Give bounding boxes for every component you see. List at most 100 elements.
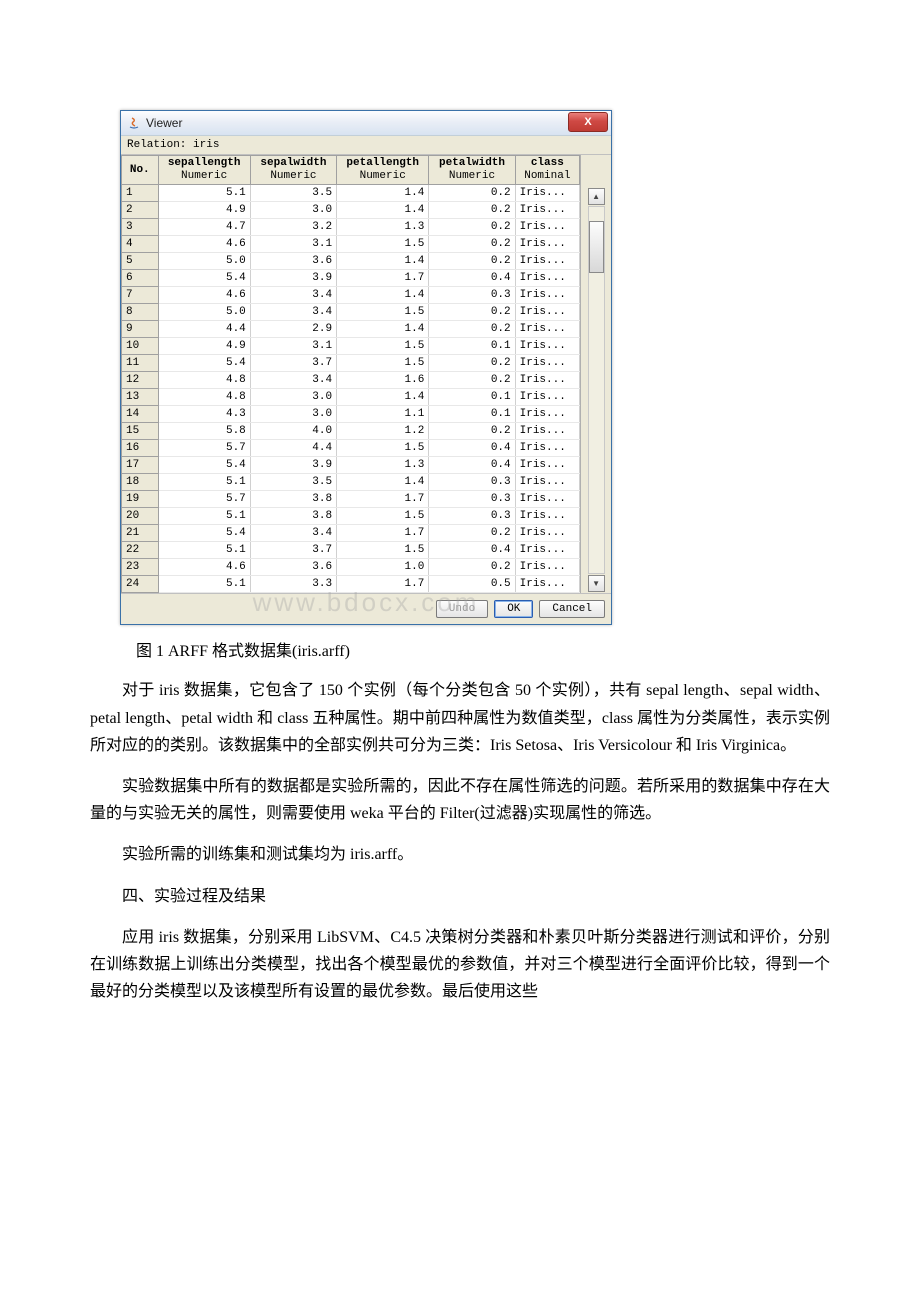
table-row[interactable]: 34.73.21.30.2Iris... (122, 219, 580, 236)
table-row[interactable]: 24.93.01.40.2Iris... (122, 202, 580, 219)
cell-petalwidth: 0.2 (429, 202, 515, 219)
table-row[interactable]: 124.83.41.60.2Iris... (122, 372, 580, 389)
table-row[interactable]: 245.13.31.70.5Iris... (122, 576, 580, 593)
table-row[interactable]: 185.13.51.40.3Iris... (122, 474, 580, 491)
cell-no: 11 (122, 355, 159, 372)
cell-sepalwidth: 3.8 (250, 508, 336, 525)
table-row[interactable]: 155.84.01.20.2Iris... (122, 423, 580, 440)
cell-class: Iris... (515, 355, 579, 372)
cell-petalwidth: 0.1 (429, 389, 515, 406)
undo-button[interactable]: Undo (436, 600, 488, 618)
cell-no: 24 (122, 576, 159, 593)
cell-no: 14 (122, 406, 159, 423)
table-row[interactable]: 15.13.51.40.2Iris... (122, 185, 580, 202)
table-row[interactable]: 195.73.81.70.3Iris... (122, 491, 580, 508)
cell-petallength: 1.0 (337, 559, 429, 576)
cell-sepallength: 4.6 (158, 287, 250, 304)
cell-petallength: 1.5 (337, 304, 429, 321)
cell-class: Iris... (515, 423, 579, 440)
paragraph-4: 四、实验过程及结果 (90, 883, 830, 910)
cell-sepallength: 4.9 (158, 202, 250, 219)
cell-sepalwidth: 3.4 (250, 525, 336, 542)
table-row[interactable]: 115.43.71.50.2Iris... (122, 355, 580, 372)
cell-sepalwidth: 3.6 (250, 559, 336, 576)
col-header-petallength[interactable]: petallengthNumeric (337, 156, 429, 185)
cell-petallength: 1.7 (337, 270, 429, 287)
scroll-down-button[interactable]: ▼ (588, 575, 605, 592)
cell-petalwidth: 0.2 (429, 185, 515, 202)
col-header-petalwidth[interactable]: petalwidthNumeric (429, 156, 515, 185)
table-row[interactable]: 44.63.11.50.2Iris... (122, 236, 580, 253)
cell-no: 3 (122, 219, 159, 236)
cell-sepallength: 4.9 (158, 338, 250, 355)
cell-class: Iris... (515, 389, 579, 406)
cell-petallength: 1.4 (337, 253, 429, 270)
table-row[interactable]: 85.03.41.50.2Iris... (122, 304, 580, 321)
col-header-class[interactable]: classNominal (515, 156, 579, 185)
cell-petallength: 1.5 (337, 355, 429, 372)
cell-sepalwidth: 3.4 (250, 287, 336, 304)
cell-no: 19 (122, 491, 159, 508)
table-row[interactable]: 175.43.91.30.4Iris... (122, 457, 580, 474)
cell-sepalwidth: 3.9 (250, 457, 336, 474)
cell-sepalwidth: 2.9 (250, 321, 336, 338)
table-row[interactable]: 74.63.41.40.3Iris... (122, 287, 580, 304)
scroll-thumb[interactable] (589, 221, 604, 273)
cell-sepallength: 5.1 (158, 185, 250, 202)
table-row[interactable]: 215.43.41.70.2Iris... (122, 525, 580, 542)
cell-no: 23 (122, 559, 159, 576)
table-row[interactable]: 225.13.71.50.4Iris... (122, 542, 580, 559)
cell-sepalwidth: 4.0 (250, 423, 336, 440)
cell-petallength: 1.5 (337, 440, 429, 457)
col-header-no[interactable]: No. (122, 156, 159, 185)
cell-sepalwidth: 3.0 (250, 389, 336, 406)
cell-sepallength: 5.8 (158, 423, 250, 440)
table-row[interactable]: 94.42.91.40.2Iris... (122, 321, 580, 338)
cell-sepallength: 5.0 (158, 304, 250, 321)
cell-petalwidth: 0.1 (429, 406, 515, 423)
cell-sepalwidth: 3.9 (250, 270, 336, 287)
close-button[interactable]: X (568, 112, 608, 132)
table-row[interactable]: 144.33.01.10.1Iris... (122, 406, 580, 423)
table-row[interactable]: 55.03.61.40.2Iris... (122, 253, 580, 270)
cell-petallength: 1.3 (337, 219, 429, 236)
cell-petallength: 1.5 (337, 338, 429, 355)
cell-sepalwidth: 3.7 (250, 542, 336, 559)
cell-sepalwidth: 3.8 (250, 491, 336, 508)
cell-petallength: 1.4 (337, 474, 429, 491)
table-row[interactable]: 205.13.81.50.3Iris... (122, 508, 580, 525)
cell-sepallength: 4.8 (158, 389, 250, 406)
cell-no: 12 (122, 372, 159, 389)
cancel-button[interactable]: Cancel (539, 600, 605, 618)
cell-class: Iris... (515, 508, 579, 525)
scroll-track[interactable] (588, 206, 605, 574)
cell-petallength: 1.7 (337, 491, 429, 508)
cell-class: Iris... (515, 202, 579, 219)
cell-petalwidth: 0.3 (429, 287, 515, 304)
cell-petalwidth: 0.2 (429, 525, 515, 542)
table-row[interactable]: 234.63.61.00.2Iris... (122, 559, 580, 576)
cell-sepalwidth: 4.4 (250, 440, 336, 457)
table-row[interactable]: 65.43.91.70.4Iris... (122, 270, 580, 287)
cell-petallength: 1.4 (337, 389, 429, 406)
scrollbar: ▲ ▼ (580, 155, 611, 593)
col-header-sepalwidth[interactable]: sepalwidthNumeric (250, 156, 336, 185)
table-row[interactable]: 134.83.01.40.1Iris... (122, 389, 580, 406)
cell-sepalwidth: 3.3 (250, 576, 336, 593)
cell-petallength: 1.5 (337, 542, 429, 559)
cell-sepalwidth: 3.4 (250, 372, 336, 389)
cell-petalwidth: 0.4 (429, 542, 515, 559)
cell-class: Iris... (515, 338, 579, 355)
paragraph-5: 应用 iris 数据集，分别采用 LibSVM、C4.5 决策树分类器和朴素贝叶… (90, 924, 830, 1006)
cell-sepallength: 5.7 (158, 491, 250, 508)
ok-button[interactable]: OK (494, 600, 533, 618)
cell-sepallength: 5.4 (158, 457, 250, 474)
scroll-up-button[interactable]: ▲ (588, 188, 605, 205)
cell-petallength: 1.5 (337, 236, 429, 253)
col-header-sepallength[interactable]: sepallengthNumeric (158, 156, 250, 185)
data-table: No. sepallengthNumeric sepalwidthNumeric… (121, 155, 580, 593)
cell-no: 13 (122, 389, 159, 406)
table-row[interactable]: 165.74.41.50.4Iris... (122, 440, 580, 457)
cell-petallength: 1.4 (337, 321, 429, 338)
table-row[interactable]: 104.93.11.50.1Iris... (122, 338, 580, 355)
